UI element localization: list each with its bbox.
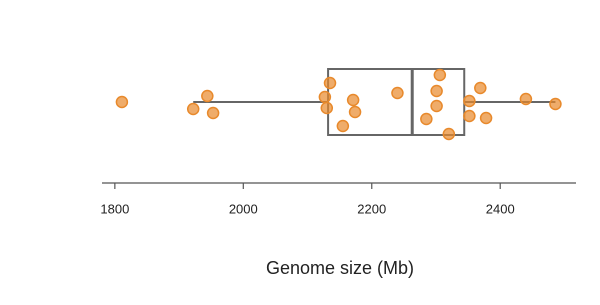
point bbox=[442, 127, 456, 141]
point bbox=[323, 76, 337, 90]
point bbox=[430, 84, 443, 98]
point bbox=[346, 93, 360, 107]
point bbox=[186, 102, 200, 116]
point bbox=[463, 94, 476, 108]
point bbox=[549, 97, 562, 111]
point bbox=[391, 86, 404, 100]
point bbox=[348, 105, 362, 119]
point bbox=[115, 95, 129, 109]
point bbox=[430, 99, 443, 113]
point bbox=[433, 68, 447, 82]
x-tick-label: 2000 bbox=[229, 201, 258, 216]
point bbox=[206, 106, 220, 120]
point bbox=[320, 101, 334, 115]
x-tick-label: 2400 bbox=[486, 201, 515, 216]
point bbox=[479, 111, 493, 125]
x-tick-label: 1800 bbox=[100, 201, 129, 216]
point bbox=[463, 109, 476, 123]
point bbox=[336, 119, 350, 133]
point bbox=[201, 89, 214, 103]
x-tick-label: 2200 bbox=[357, 201, 386, 216]
point bbox=[318, 90, 332, 104]
point bbox=[519, 92, 533, 106]
x-axis-label: Genome size (Mb) bbox=[266, 258, 414, 278]
point bbox=[474, 81, 487, 95]
point bbox=[420, 112, 433, 126]
